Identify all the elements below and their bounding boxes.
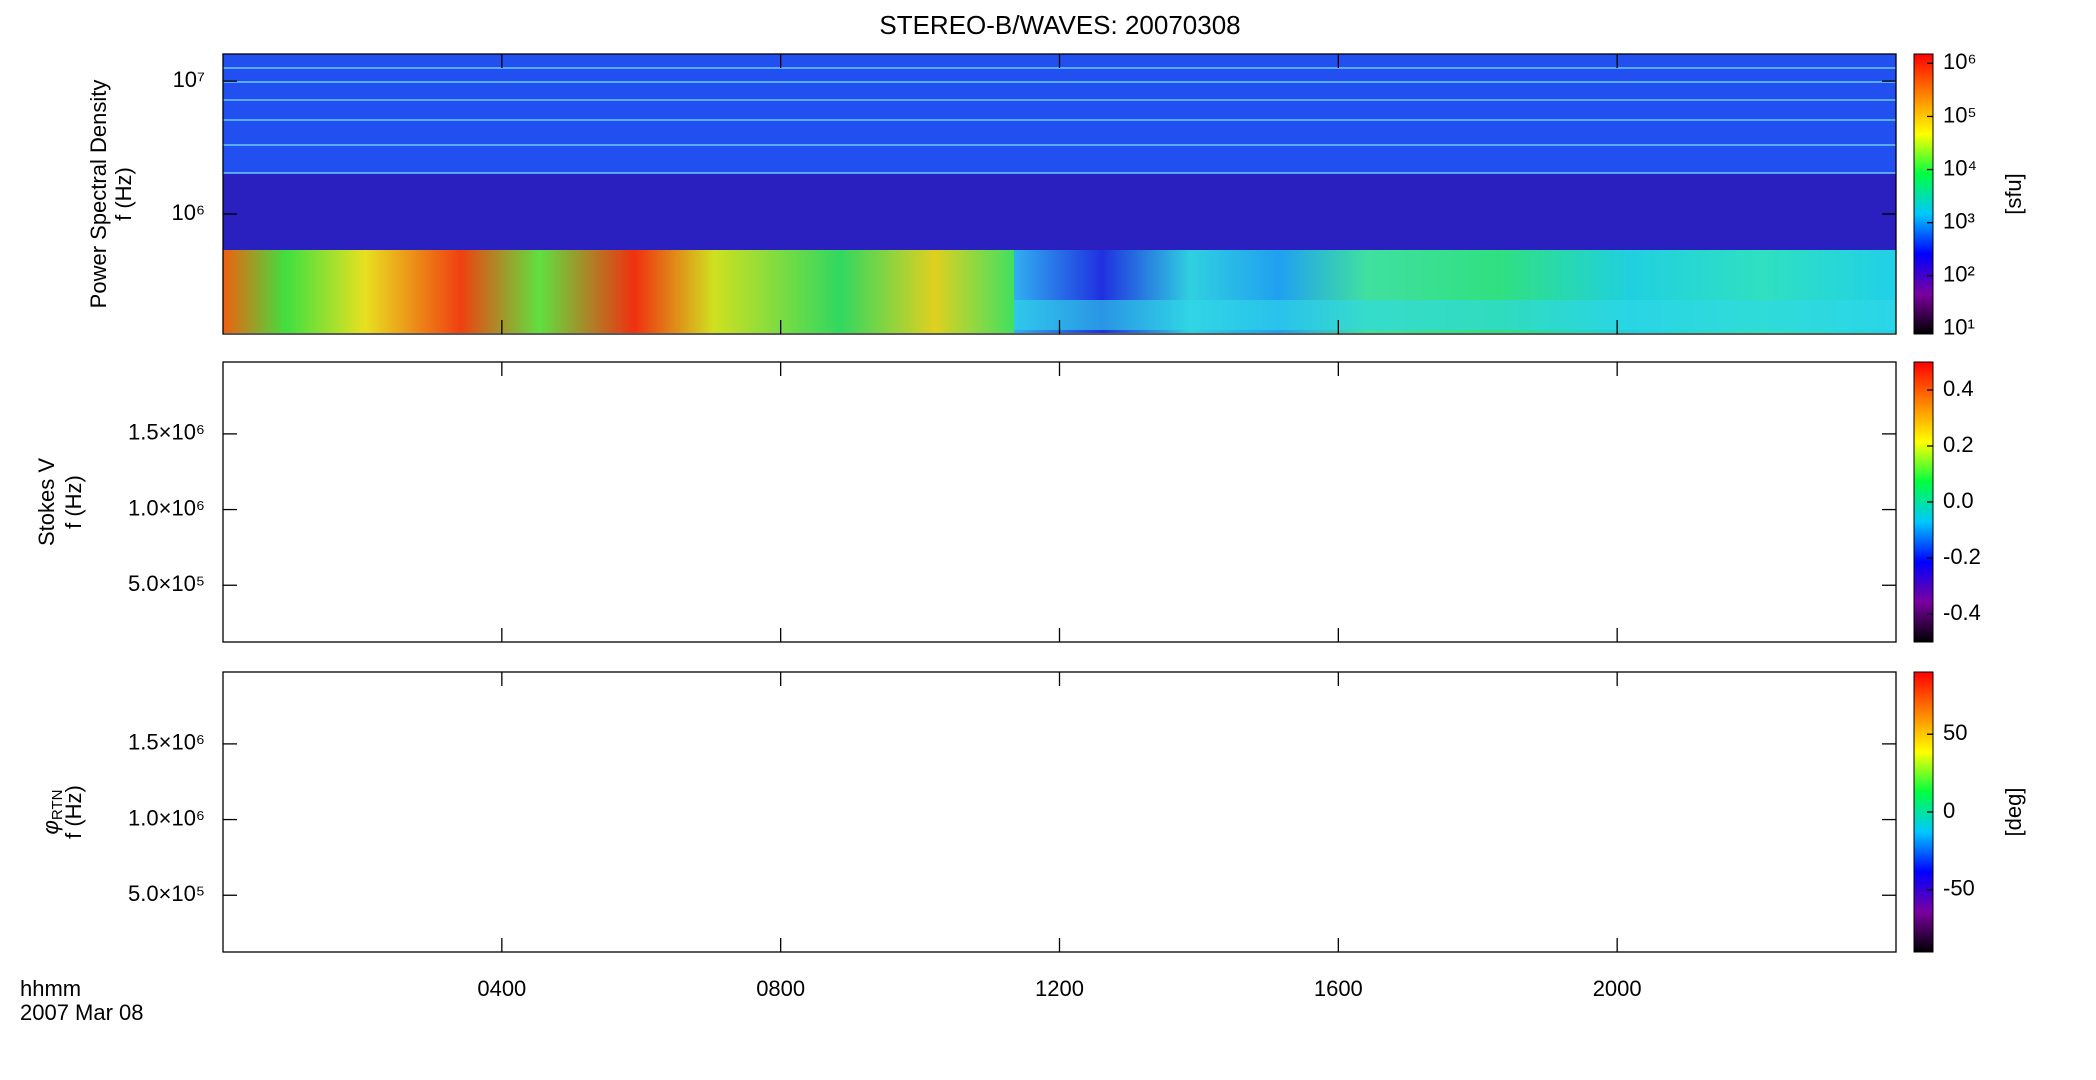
y-tick-label: 1.5×10⁶ bbox=[128, 730, 205, 755]
spectrogram-image bbox=[223, 54, 1896, 333]
chart-title: STEREO-B/WAVES: 20070308 bbox=[879, 10, 1240, 40]
y-axis-label-main: φ bbox=[38, 820, 63, 834]
x-tick-label: 0800 bbox=[756, 976, 805, 1001]
y-axis-label-2: f (Hz) bbox=[61, 785, 86, 839]
colorbar-tick-label: -50 bbox=[1943, 876, 1975, 901]
y-axis-label: Power Spectral Density bbox=[86, 80, 111, 309]
x-axis-label: hhmm bbox=[20, 976, 81, 1001]
y-tick-label: 5.0×10⁵ bbox=[128, 571, 205, 596]
y-axis-label-2: f (Hz) bbox=[111, 167, 136, 221]
y-tick-label: 1.0×10⁶ bbox=[128, 805, 205, 830]
colorbar-tick-label: 10⁵ bbox=[1943, 102, 1977, 127]
y-axis-label: φRTN bbox=[38, 790, 66, 835]
colorbar-tick-label: 10⁶ bbox=[1943, 49, 1977, 74]
colorbar-label: [sfu] bbox=[2001, 173, 2026, 215]
x-tick-label: 0400 bbox=[477, 976, 526, 1001]
y-tick-label: 10⁶ bbox=[171, 200, 205, 225]
x-tick-label: 1200 bbox=[1035, 976, 1084, 1001]
colorbar-tick-label: 0.4 bbox=[1943, 376, 1974, 401]
colorbar-tick-label: -0.2 bbox=[1943, 544, 1981, 569]
x-tick-label: 2000 bbox=[1593, 976, 1642, 1001]
y-axis-label-2: f (Hz) bbox=[61, 475, 86, 529]
colorbar-tick-label: 50 bbox=[1943, 720, 1967, 745]
y-axis-label: Stokes V bbox=[34, 458, 59, 546]
date-label: 2007 Mar 08 bbox=[20, 1000, 144, 1025]
y-tick-label: 1.0×10⁶ bbox=[128, 495, 205, 520]
y-axis-label-sub: RTN bbox=[49, 790, 66, 821]
y-axis-label-main: Power Spectral Density bbox=[86, 80, 111, 309]
y-axis-label-main: Stokes V bbox=[34, 458, 59, 546]
colorbar-tick-label: 0 bbox=[1943, 798, 1955, 823]
y-tick-label: 5.0×10⁵ bbox=[128, 881, 205, 906]
colorbar-tick-label: 10² bbox=[1943, 262, 1975, 287]
plot-frame bbox=[222, 671, 1897, 953]
x-tick-label: 1600 bbox=[1314, 976, 1363, 1001]
colorbar-tick-label: 0.2 bbox=[1943, 432, 1974, 457]
colorbar-tick-label: 0.0 bbox=[1943, 488, 1974, 513]
colorbar-label: [deg] bbox=[2001, 788, 2026, 837]
colorbar-tick-label: 10⁴ bbox=[1943, 155, 1977, 180]
colorbar-tick-label: 10¹ bbox=[1943, 315, 1975, 340]
y-tick-label: 10⁷ bbox=[173, 67, 205, 92]
colorbar bbox=[1913, 53, 1934, 335]
y-tick-label: 1.5×10⁶ bbox=[128, 420, 205, 445]
plot-frame bbox=[222, 361, 1897, 643]
colorbar-tick-label: -0.4 bbox=[1943, 600, 1981, 625]
colorbar-tick-label: 10³ bbox=[1943, 208, 1975, 233]
